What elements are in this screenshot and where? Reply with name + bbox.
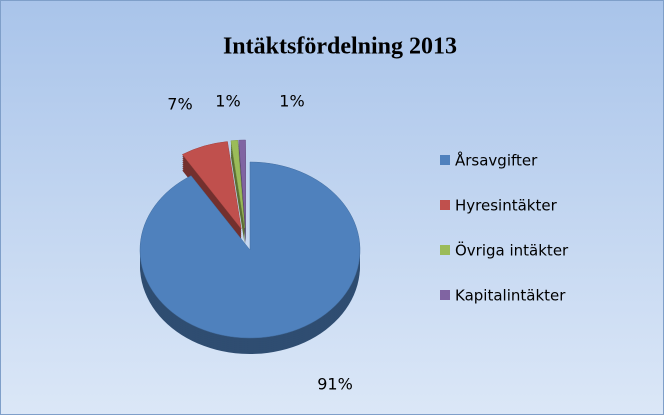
legend-swatch — [440, 155, 450, 165]
data-label: 1% — [215, 92, 240, 111]
data-label: 91% — [317, 375, 353, 394]
data-label: 1% — [279, 92, 304, 111]
chart-title: Intäktsfördelning 2013 — [223, 34, 457, 60]
pie-slice — [230, 139, 245, 229]
pie-slice — [181, 141, 242, 230]
pie-slice-side — [230, 142, 245, 231]
legend-swatch — [440, 200, 450, 210]
pie-slice-side — [230, 148, 245, 237]
pie-slice-side — [230, 146, 245, 235]
legend-label: Årsavgifter — [455, 151, 538, 170]
legend-label: Kapitalintäkter — [455, 287, 566, 305]
pie-slice — [238, 139, 246, 229]
legend-swatch — [440, 245, 450, 255]
legend-label: Hyresintäkter — [455, 197, 558, 215]
pie-slice-side — [230, 154, 245, 243]
legend-label: Övriga intäkter — [455, 241, 569, 260]
legend-swatch — [440, 290, 450, 300]
pie-slice-side — [230, 144, 245, 233]
pie-slice-side — [230, 150, 245, 239]
data-label: 7% — [167, 95, 192, 114]
pie-slice — [139, 161, 361, 339]
pie-slice-side — [230, 156, 245, 245]
pie-slice-side — [230, 152, 245, 241]
